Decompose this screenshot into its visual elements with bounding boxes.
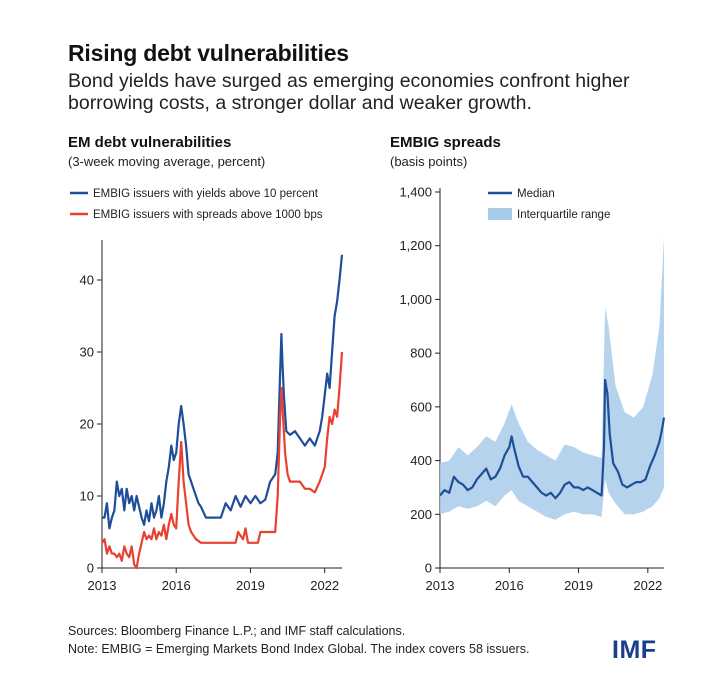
y-tick-label: 1,000 xyxy=(399,292,432,307)
right-panel-title: EMBIG spreads xyxy=(390,134,501,151)
legend-label: Interquartile range xyxy=(517,209,610,221)
legend-label: EMBIG issuers with spreads above 1000 bp… xyxy=(93,209,323,221)
x-tick-label: 2019 xyxy=(564,578,593,593)
right-panel-subtitle: (basis points) xyxy=(390,154,468,169)
series-line-0 xyxy=(102,254,344,530)
y-tick-label: 0 xyxy=(425,561,432,576)
chart-title: Rising debt vulnerabilities xyxy=(68,40,349,66)
y-tick-label: 20 xyxy=(80,417,94,432)
y-tick-label: 10 xyxy=(80,489,94,504)
definition-note: Note: EMBIG = Emerging Markets Bond Inde… xyxy=(68,642,530,656)
y-tick-label: 0 xyxy=(87,561,94,576)
x-tick-label: 2019 xyxy=(236,578,265,593)
x-tick-label: 2016 xyxy=(162,578,191,593)
sources-note: Sources: Bloomberg Finance L.P.; and IMF… xyxy=(68,624,406,638)
x-tick-label: 2013 xyxy=(88,578,117,593)
y-tick-label: 1,400 xyxy=(399,185,432,200)
chart-subtitle: Bond yields have surged as emerging econ… xyxy=(68,70,630,114)
y-tick-label: 30 xyxy=(80,345,94,360)
y-tick-label: 400 xyxy=(410,453,432,468)
x-tick-label: 2022 xyxy=(633,578,662,593)
series-line-1 xyxy=(101,351,344,570)
x-tick-label: 2013 xyxy=(426,578,455,593)
y-tick-label: 200 xyxy=(410,507,432,522)
y-tick-label: 600 xyxy=(410,399,432,414)
legend-label: Median xyxy=(517,188,555,200)
y-tick-label: 1,200 xyxy=(399,238,432,253)
x-tick-label: 2022 xyxy=(310,578,339,593)
left-panel-subtitle: (3-week moving average, percent) xyxy=(68,154,266,169)
interquartile-band xyxy=(440,237,664,520)
legend-label: EMBIG issuers with yields above 10 perce… xyxy=(93,188,319,200)
legend-swatch xyxy=(488,208,512,220)
x-tick-label: 2016 xyxy=(495,578,524,593)
y-tick-label: 800 xyxy=(410,346,432,361)
series-line-0 xyxy=(439,378,666,500)
left-panel-title: EM debt vulnerabilities xyxy=(68,134,232,151)
imf-logo: IMF xyxy=(612,636,657,664)
y-tick-label: 40 xyxy=(80,273,94,288)
